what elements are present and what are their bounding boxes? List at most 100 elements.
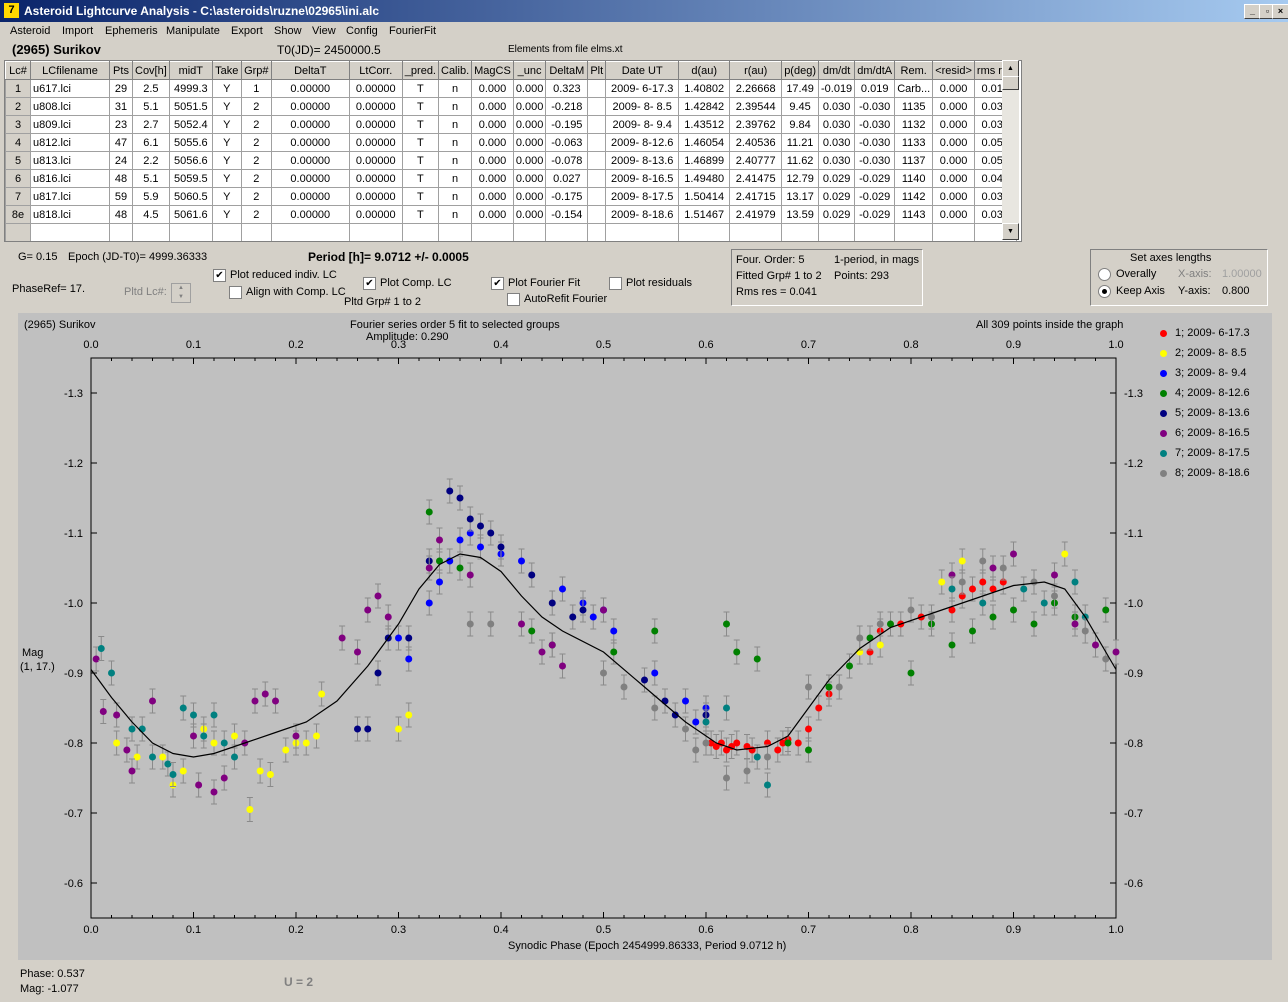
table-cell[interactable]: 0.027 [545,169,589,188]
column-header[interactable]: Grp# [240,61,272,80]
table-cell[interactable]: 2 [240,169,272,188]
table-cell[interactable]: 0.000 [512,205,547,224]
table-cell[interactable]: 0.00000 [270,79,350,98]
table-cell[interactable] [512,223,547,241]
table-cell[interactable]: 0.000 [471,151,514,170]
table-cell[interactable]: T [401,169,440,188]
column-header[interactable]: Cov[h] [132,61,170,80]
table-cell[interactable]: Carb... [894,79,934,98]
table-cell[interactable] [240,223,272,241]
table-cell[interactable]: T [401,133,440,152]
table-cell[interactable]: -0.175 [545,187,589,206]
table-cell[interactable]: u818.lci [30,205,110,224]
table-cell[interactable] [587,133,607,152]
table-cell[interactable]: 1.42842 [678,97,731,116]
menu-import[interactable]: Import [62,25,94,37]
table-cell[interactable] [270,223,350,241]
table-cell[interactable]: 0.000 [471,169,514,188]
table-cell[interactable]: 0.000 [932,79,975,98]
table-cell[interactable]: 0.000 [512,169,547,188]
table-cell[interactable] [781,223,819,241]
table-cell[interactable]: u617.lci [30,79,110,98]
table-cell[interactable]: 0.000 [471,205,514,224]
table-cell[interactable]: 0.000 [932,169,975,188]
table-cell[interactable] [587,115,607,134]
table-cell[interactable] [5,223,31,241]
table-cell[interactable]: -0.029 [854,187,896,206]
table-cell[interactable]: 1140 [894,169,934,188]
table-cell[interactable]: 0.00000 [348,133,403,152]
table-cell[interactable]: n [437,151,473,170]
table-cell[interactable]: 9.84 [781,115,819,134]
column-header[interactable]: DeltaM [545,61,589,80]
table-cell[interactable]: 0.030 [817,97,856,116]
table-cell[interactable]: 0.000 [932,151,975,170]
table-cell[interactable]: 24 [109,151,133,170]
table-cell[interactable] [587,151,607,170]
column-header[interactable]: dm/dt [817,61,856,80]
table-cell[interactable]: n [437,115,473,134]
table-cell[interactable]: 5060.5 [168,187,213,206]
scroll-thumb[interactable] [1002,76,1019,90]
table-cell[interactable]: u817.lci [30,187,110,206]
table-cell[interactable]: 0.000 [471,115,514,134]
table-cell[interactable]: 1.46054 [678,133,731,152]
close-button[interactable]: × [1272,4,1288,19]
table-cell[interactable]: 47 [109,133,133,152]
table-cell[interactable] [471,223,514,241]
table-cell[interactable] [729,223,783,241]
table-cell[interactable]: 0.000 [471,187,514,206]
table-cell[interactable]: 1 [240,79,272,98]
table-cell[interactable] [587,169,607,188]
table-cell[interactable]: 0.030 [817,133,856,152]
table-cell[interactable]: 1142 [894,187,934,206]
table-cell[interactable] [587,223,607,241]
table-cell[interactable] [30,223,110,241]
table-cell[interactable]: T [401,187,440,206]
table-cell[interactable]: 1.49480 [678,169,731,188]
column-header[interactable]: Date UT [605,61,680,80]
table-cell[interactable]: 4.5 [132,205,170,224]
table-cell[interactable]: Y [211,97,242,116]
column-header[interactable]: Lc# [5,61,31,80]
table-cell[interactable]: 13.59 [781,205,819,224]
table-cell[interactable]: 0.00000 [348,79,403,98]
table-cell[interactable]: n [437,187,473,206]
table-cell[interactable]: 1.51467 [678,205,731,224]
table-cell[interactable]: 0.029 [817,169,856,188]
table-cell[interactable] [854,223,896,241]
table-cell[interactable]: 5052.4 [168,115,213,134]
table-cell[interactable]: n [437,97,473,116]
table-cell[interactable]: 0.029 [817,187,856,206]
table-cell[interactable]: 5051.5 [168,97,213,116]
table-cell[interactable]: 2 [240,115,272,134]
table-cell[interactable]: 2 [240,97,272,116]
table-cell[interactable]: 0.00000 [270,187,350,206]
table-cell[interactable]: u812.lci [30,133,110,152]
table-cell[interactable]: 5056.6 [168,151,213,170]
row-header[interactable]: 8e [5,205,31,224]
table-cell[interactable]: 0.00000 [348,187,403,206]
table-cell[interactable]: T [401,79,440,98]
table-row-empty[interactable] [5,223,1017,241]
table-cell[interactable] [211,223,242,241]
pltd-lc-spinner[interactable]: ▲ ▼ [171,283,191,303]
row-header[interactable]: 5 [5,151,31,170]
table-cell[interactable]: 23 [109,115,133,134]
table-cell[interactable]: 48 [109,205,133,224]
table-cell[interactable]: 0.000 [512,133,547,152]
column-header[interactable]: DeltaT [270,61,350,80]
table-cell[interactable]: 2009- 8- 8.5 [605,97,680,116]
table-cell[interactable]: 12.79 [781,169,819,188]
scroll-up-icon[interactable]: ▲ [1002,60,1019,77]
lightcurve-table[interactable]: Lc# LCfilename Pts Cov[h] midT Take Grp# DeltaT… [4,60,1022,242]
table-cell[interactable]: -0.063 [545,133,589,152]
table-cell[interactable]: 0.000 [932,97,975,116]
table-cell[interactable]: 0.00000 [348,151,403,170]
menu-config[interactable]: Config [346,25,378,37]
table-cell[interactable] [587,97,607,116]
table-cell[interactable]: 2 [240,205,272,224]
table-cell[interactable]: -0.030 [854,97,896,116]
table-cell[interactable]: Y [211,151,242,170]
column-header[interactable]: dm/dtA [854,61,896,80]
